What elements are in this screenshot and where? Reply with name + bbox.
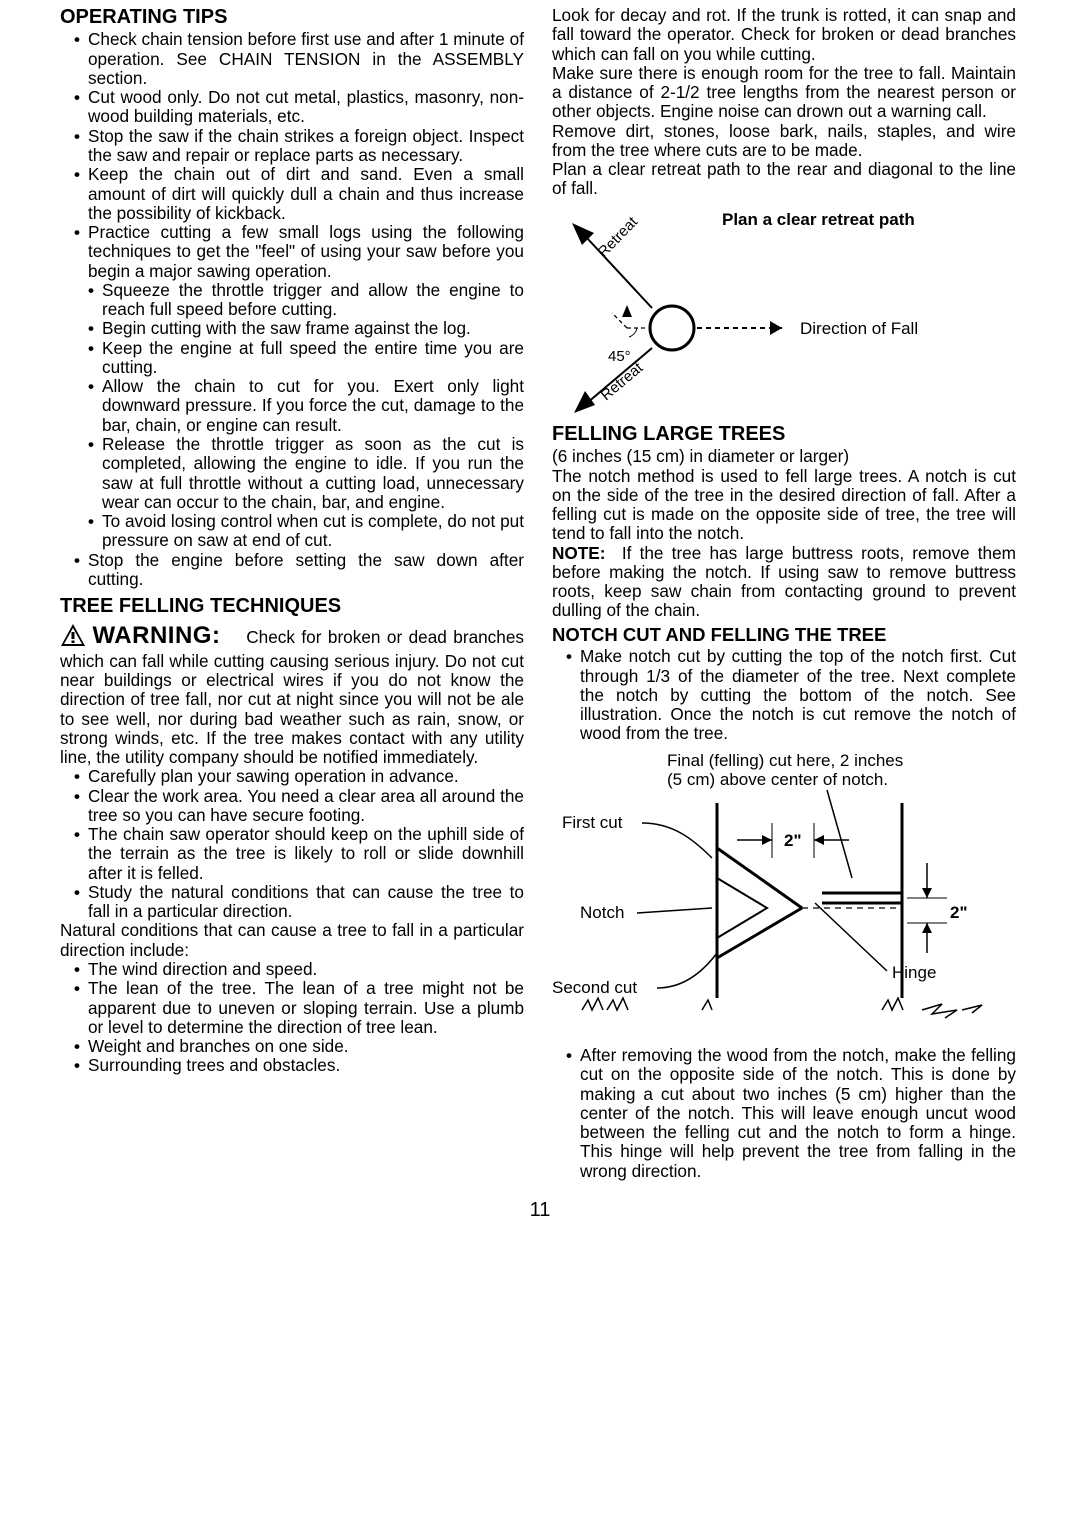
diagram-title: Plan a clear retreat path: [722, 210, 915, 229]
warning-row: WARNING: Check for broken or dead branch…: [60, 623, 524, 767]
angle-label: 45°: [608, 348, 631, 365]
note-word: NOTE:: [552, 543, 605, 563]
felling-large-paragraph: The notch method is used to fell large t…: [552, 467, 1016, 544]
notch-bullet-list-2: After removing the wood from the notch, …: [552, 1046, 1016, 1181]
notch-cut-heading: NOTCH CUT AND FELLING THE TREE: [552, 625, 1016, 646]
retreat-label-bottom: Retreat: [598, 359, 647, 404]
list-item: The wind direction and speed.: [74, 960, 524, 979]
paragraph: Plan a clear retreat path to the rear an…: [552, 160, 1016, 199]
operating-subtips-list: Squeeze the throttle trigger and allow t…: [60, 281, 524, 551]
list-item: Squeeze the throttle trigger and allow t…: [88, 281, 524, 320]
list-item: The chain saw operator should keep on th…: [74, 825, 524, 883]
list-item: Cut wood only. Do not cut metal, plastic…: [74, 88, 524, 127]
list-item: Clear the work area. You need a clear ar…: [74, 787, 524, 826]
warning-icon: [60, 623, 86, 651]
notch-label: Notch: [580, 903, 624, 922]
list-item: Stop the engine before setting the saw d…: [74, 551, 524, 590]
list-item: Allow the chain to cut for you. Exert on…: [88, 377, 524, 435]
felling-large-sub: (6 inches (15 cm) in diameter or larger): [552, 447, 1016, 466]
operating-tips-list: Check chain tension before first use and…: [60, 30, 524, 280]
first-cut-label: First cut: [562, 813, 623, 832]
notch-bullet-list: Make notch cut by cutting the top of the…: [552, 647, 1016, 743]
list-item: Practice cutting a few small logs using …: [74, 223, 524, 281]
warning-word: WARNING:: [92, 622, 220, 649]
operating-tips-list-2: Stop the engine before setting the saw d…: [60, 551, 524, 590]
list-item: Weight and branches on one side.: [74, 1037, 524, 1056]
natural-conditions-list: The wind direction and speed. The lean o…: [60, 960, 524, 1076]
hinge-label: Hinge: [892, 963, 936, 982]
left-column: OPERATING TIPS Check chain tension befor…: [60, 6, 524, 1181]
list-item: Carefully plan your sawing operation in …: [74, 767, 524, 786]
two-inch-top: 2": [784, 831, 802, 850]
fig-caption-2: (5 cm) above center of notch.: [667, 770, 888, 789]
list-item: To avoid losing control when cut is comp…: [88, 512, 524, 551]
list-item: After removing the wood from the notch, …: [566, 1046, 1016, 1181]
list-item: Check chain tension before first use and…: [74, 30, 524, 88]
felling-tips-list: Carefully plan your sawing operation in …: [60, 767, 524, 921]
operating-tips-heading: OPERATING TIPS: [60, 6, 524, 28]
list-item: Keep the engine at full speed the entire…: [88, 339, 524, 378]
tree-felling-heading: TREE FELLING TECHNIQUES: [60, 595, 524, 617]
direction-of-fall-label: Direction of Fall: [800, 319, 918, 338]
paragraph: Look for decay and rot. If the trunk is …: [552, 6, 1016, 64]
list-item: Release the throttle trigger as soon as …: [88, 435, 524, 512]
note-paragraph: NOTE: If the tree has large buttress roo…: [552, 544, 1016, 621]
list-item: Surrounding trees and obstacles.: [74, 1056, 524, 1075]
paragraph: Make sure there is enough room for the t…: [552, 64, 1016, 122]
fig-caption-1: Final (felling) cut here, 2 inches: [667, 751, 903, 770]
list-item: Keep the chain out of dirt and sand. Eve…: [74, 165, 524, 223]
page-number: 11: [0, 1199, 1080, 1222]
paragraph: Remove dirt, stones, loose bark, nails, …: [552, 122, 1016, 161]
list-item: Begin cutting with the saw frame against…: [88, 319, 524, 338]
felling-large-trees-heading: FELLING LARGE TREES: [552, 423, 1016, 445]
two-inch-side: 2": [950, 903, 968, 922]
list-item: Study the natural conditions that can ca…: [74, 883, 524, 922]
retreat-path-diagram: Plan a clear retreat path Direction of F…: [552, 203, 1016, 417]
note-text: If the tree has large buttress roots, re…: [552, 543, 1016, 621]
retreat-label-top: Retreat: [595, 213, 642, 261]
notch-cut-diagram: Final (felling) cut here, 2 inches (5 cm…: [552, 748, 1016, 1042]
list-item: The lean of the tree. The lean of a tree…: [74, 979, 524, 1037]
second-cut-label: Second cut: [552, 978, 637, 997]
right-column: Look for decay and rot. If the trunk is …: [552, 6, 1016, 1181]
list-item: Stop the saw if the chain strikes a fore…: [74, 127, 524, 166]
list-item: Make notch cut by cutting the top of the…: [566, 647, 1016, 743]
natural-conditions-intro: Natural conditions that can cause a tree…: [60, 921, 524, 960]
